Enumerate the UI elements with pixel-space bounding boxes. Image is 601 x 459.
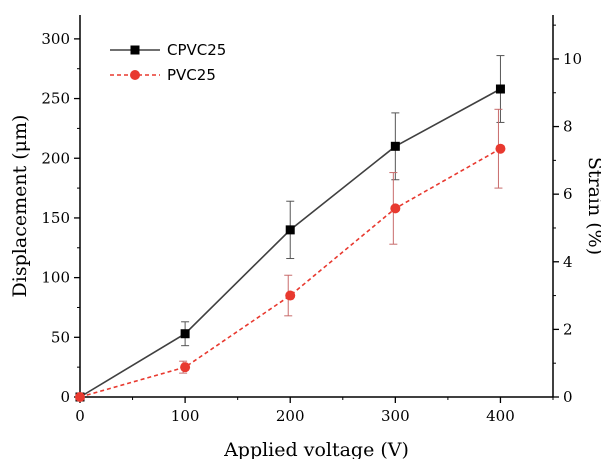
y-tick-label: 250 — [41, 90, 70, 108]
y-tick-label: 150 — [41, 209, 70, 227]
y-tick-label: 50 — [51, 328, 70, 346]
x-tick-label: 100 — [171, 407, 200, 425]
data-point — [285, 225, 295, 235]
legend: CPVC25 PVC25 — [110, 41, 226, 84]
legend-entry: CPVC25 — [110, 41, 226, 59]
series-line — [79, 148, 501, 398]
x-tick-label: 400 — [486, 407, 515, 425]
legend-marker — [130, 70, 140, 80]
series-layer — [75, 55, 506, 402]
legend-marker — [130, 45, 140, 55]
y2-tick-label: 4 — [563, 253, 573, 271]
data-point — [285, 290, 296, 301]
y-tick-label: 100 — [41, 269, 70, 287]
data-point — [390, 203, 401, 214]
series-CPVC25 — [75, 55, 505, 402]
data-point — [390, 141, 400, 151]
data-point — [180, 329, 190, 339]
y2-tick-label: 2 — [563, 320, 573, 338]
data-point — [495, 84, 505, 94]
data-point — [75, 392, 85, 402]
x-tick-label: 300 — [381, 407, 410, 425]
legend-entry: PVC25 — [110, 66, 216, 84]
y2-axis-label: Strain (%) — [584, 157, 601, 255]
y2-tick-label: 6 — [563, 185, 573, 203]
legend-label: PVC25 — [167, 66, 216, 84]
y2-tick-label: 10 — [563, 50, 582, 68]
y-tick-label: 300 — [41, 30, 70, 48]
data-point — [180, 362, 191, 373]
x-axis-label: Applied voltage (V) — [223, 439, 409, 459]
axis-ticks: 0 100 200 300 400 0 50 100 150 200 250 300 0 2 4 6 8 10 — [41, 24, 582, 425]
series-PVC25 — [75, 108, 506, 402]
y2-tick-label: 0 — [563, 388, 573, 406]
y-tick-label: 0 — [60, 388, 70, 406]
legend-label: CPVC25 — [167, 41, 226, 59]
y-axis-label: Displacement (μm) — [9, 115, 31, 298]
y2-tick-label: 8 — [563, 118, 573, 136]
data-point — [495, 143, 506, 154]
plot-axes — [79, 15, 554, 398]
y-tick-label: 200 — [41, 149, 70, 167]
x-tick-label: 200 — [276, 407, 305, 425]
x-tick-label: 0 — [75, 407, 85, 425]
